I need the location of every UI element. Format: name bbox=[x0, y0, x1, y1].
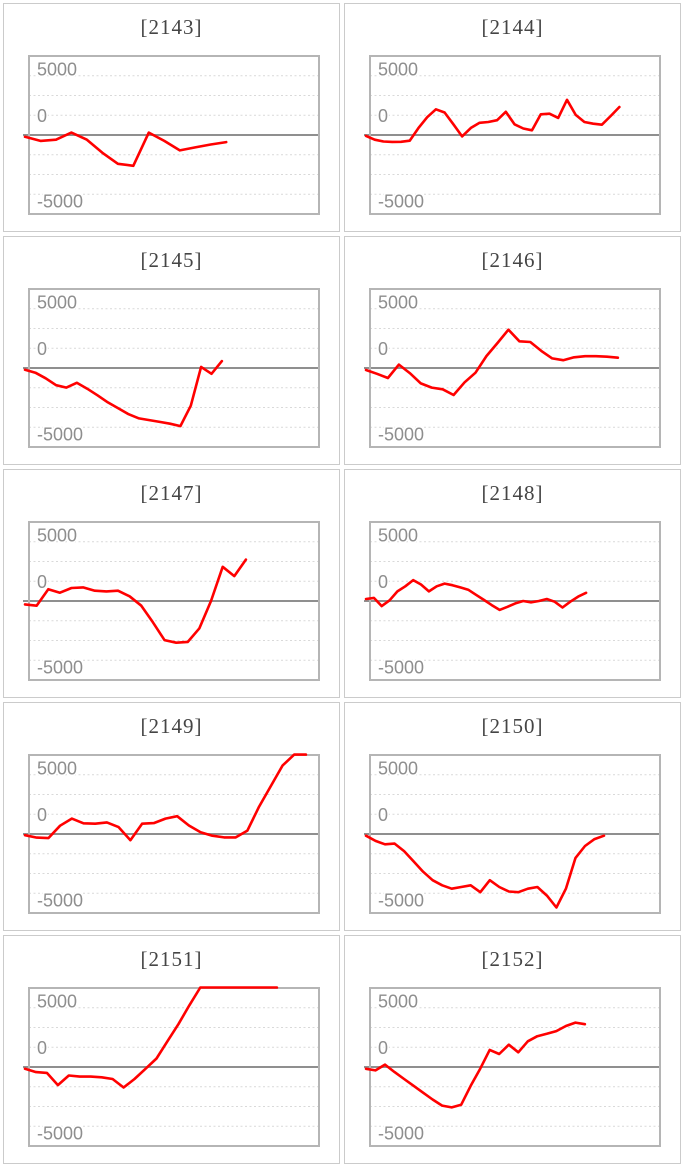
chart-plot: 5000 0 -5000 bbox=[364, 521, 661, 681]
series-line bbox=[364, 834, 606, 909]
y-tick-label: 0 bbox=[37, 106, 47, 126]
chart-title: [2147] bbox=[140, 481, 203, 505]
y-tick-label: 5000 bbox=[37, 991, 77, 1011]
plot-border bbox=[28, 987, 320, 1147]
chart-title: [2152] bbox=[481, 947, 544, 971]
y-tick-label: 0 bbox=[37, 805, 47, 825]
chart-cell: 5000 0 -5000 [2149] bbox=[3, 702, 340, 931]
y-tick-label: -5000 bbox=[37, 424, 83, 444]
chart-title: [2150] bbox=[481, 714, 544, 738]
chart-plot: 5000 0 -5000 bbox=[364, 754, 661, 914]
y-tick-label: 5000 bbox=[37, 59, 77, 79]
plot-border bbox=[28, 521, 320, 681]
chart-cell: 5000 0 -5000 [2152] bbox=[344, 935, 681, 1164]
y-tick-label: 0 bbox=[378, 805, 388, 825]
series-line bbox=[23, 986, 279, 1089]
y-tick-label: -5000 bbox=[37, 191, 83, 211]
plot-border bbox=[369, 521, 661, 681]
y-tick-label: 0 bbox=[378, 106, 388, 126]
y-tick-label: -5000 bbox=[378, 657, 424, 677]
y-tick-label: 5000 bbox=[378, 59, 418, 79]
y-tick-label: -5000 bbox=[37, 890, 83, 910]
y-tick-label: 5000 bbox=[37, 525, 77, 545]
plot-border bbox=[369, 987, 661, 1147]
y-tick-label: 5000 bbox=[37, 758, 77, 778]
chart-cell: 5000 0 -5000 [2144] bbox=[344, 3, 681, 232]
chart-title: [2143] bbox=[140, 15, 203, 39]
plot-border bbox=[369, 55, 661, 215]
y-tick-label: 0 bbox=[378, 339, 388, 359]
y-tick-label: 5000 bbox=[378, 991, 418, 1011]
plot-border bbox=[369, 754, 661, 914]
y-tick-label: 5000 bbox=[37, 292, 77, 312]
chart-title: [2148] bbox=[481, 481, 544, 505]
chart-plot: 5000 0 -5000 bbox=[364, 55, 661, 215]
series-line bbox=[23, 753, 308, 842]
plot-border bbox=[28, 288, 320, 448]
chart-title: [2151] bbox=[140, 947, 203, 971]
chart-title: [2146] bbox=[481, 248, 544, 272]
chart-plot: 5000 0 -5000 bbox=[23, 521, 320, 681]
series-line bbox=[23, 558, 248, 644]
series-line bbox=[364, 1021, 587, 1109]
series-line bbox=[23, 359, 224, 428]
chart-plot: 5000 0 -5000 bbox=[23, 288, 320, 448]
series-line bbox=[364, 328, 620, 397]
y-tick-label: 0 bbox=[37, 572, 47, 592]
series-line bbox=[364, 578, 588, 612]
y-tick-label: -5000 bbox=[378, 424, 424, 444]
chart-plot: 5000 0 -5000 bbox=[23, 55, 320, 215]
plot-border bbox=[369, 288, 661, 448]
y-tick-label: 5000 bbox=[378, 525, 418, 545]
series-line bbox=[364, 98, 621, 144]
chart-cell: 5000 0 -5000 [2148] bbox=[344, 469, 681, 698]
y-tick-label: 0 bbox=[37, 339, 47, 359]
y-tick-label: -5000 bbox=[378, 890, 424, 910]
plot-border bbox=[28, 754, 320, 914]
chart-title: [2145] bbox=[140, 248, 203, 272]
chart-cell: 5000 0 -5000 [2146] bbox=[344, 236, 681, 465]
y-tick-label: 0 bbox=[378, 1038, 388, 1058]
chart-cell: 5000 0 -5000 [2150] bbox=[344, 702, 681, 931]
chart-cell: 5000 0 -5000 [2143] bbox=[3, 3, 340, 232]
y-tick-label: 0 bbox=[378, 572, 388, 592]
chart-cell: 5000 0 -5000 [2145] bbox=[3, 236, 340, 465]
y-tick-label: 5000 bbox=[378, 292, 418, 312]
y-tick-label: -5000 bbox=[37, 657, 83, 677]
y-tick-label: -5000 bbox=[37, 1123, 83, 1143]
y-tick-label: -5000 bbox=[378, 1123, 424, 1143]
chart-title: [2144] bbox=[481, 15, 544, 39]
plot-border bbox=[28, 55, 320, 215]
chart-plot: 5000 0 -5000 bbox=[364, 987, 661, 1147]
y-tick-label: 5000 bbox=[378, 758, 418, 778]
series-line bbox=[23, 131, 228, 168]
y-tick-label: -5000 bbox=[378, 191, 424, 211]
chart-plot: 5000 0 -5000 bbox=[364, 288, 661, 448]
chart-plot: 5000 0 -5000 bbox=[23, 986, 320, 1147]
y-tick-label: 0 bbox=[37, 1038, 47, 1058]
chart-cell: 5000 0 -5000 [2151] bbox=[3, 935, 340, 1164]
chart-plot: 5000 0 -5000 bbox=[23, 753, 320, 914]
chart-cell: 5000 0 -5000 [2147] bbox=[3, 469, 340, 698]
chart-title: [2149] bbox=[140, 714, 203, 738]
